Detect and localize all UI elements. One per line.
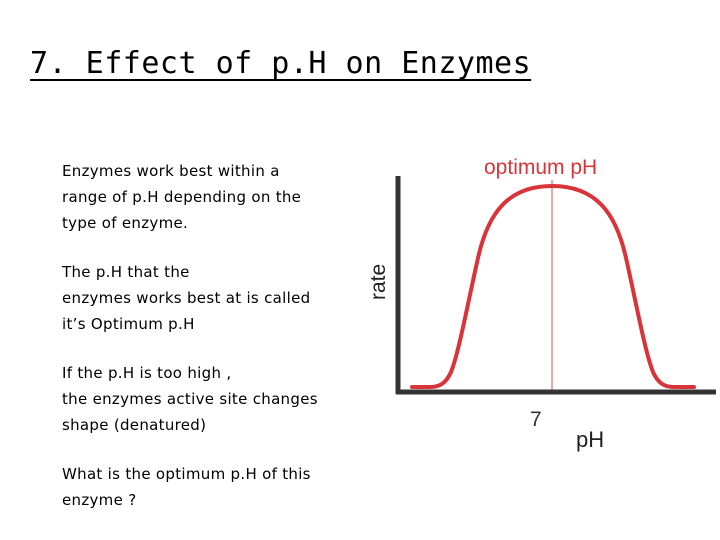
rate-curve: [410, 184, 696, 389]
bullet-list: Enzymes work best within a range of p.H …: [62, 158, 352, 536]
y-axis-label: rate: [367, 264, 390, 300]
ph-rate-graph: optimum pH rate 7 pH: [367, 156, 716, 452]
slide-title: 7. Effect of p.H on Enzymes: [30, 46, 532, 81]
x-tick-label: 7: [530, 408, 542, 431]
x-axis-label: pH: [576, 427, 604, 452]
bullet-item: Enzymes work best within a range of p.H …: [62, 162, 302, 232]
bullet-item: If the p.H is too high , the enzymes act…: [62, 364, 318, 434]
bullet-item: What is the optimum p.H of this enzyme ?: [62, 465, 311, 509]
optimum-ph-label: optimum pH: [484, 156, 597, 179]
bullet-item: The p.H that the enzymes works best at i…: [62, 263, 311, 333]
